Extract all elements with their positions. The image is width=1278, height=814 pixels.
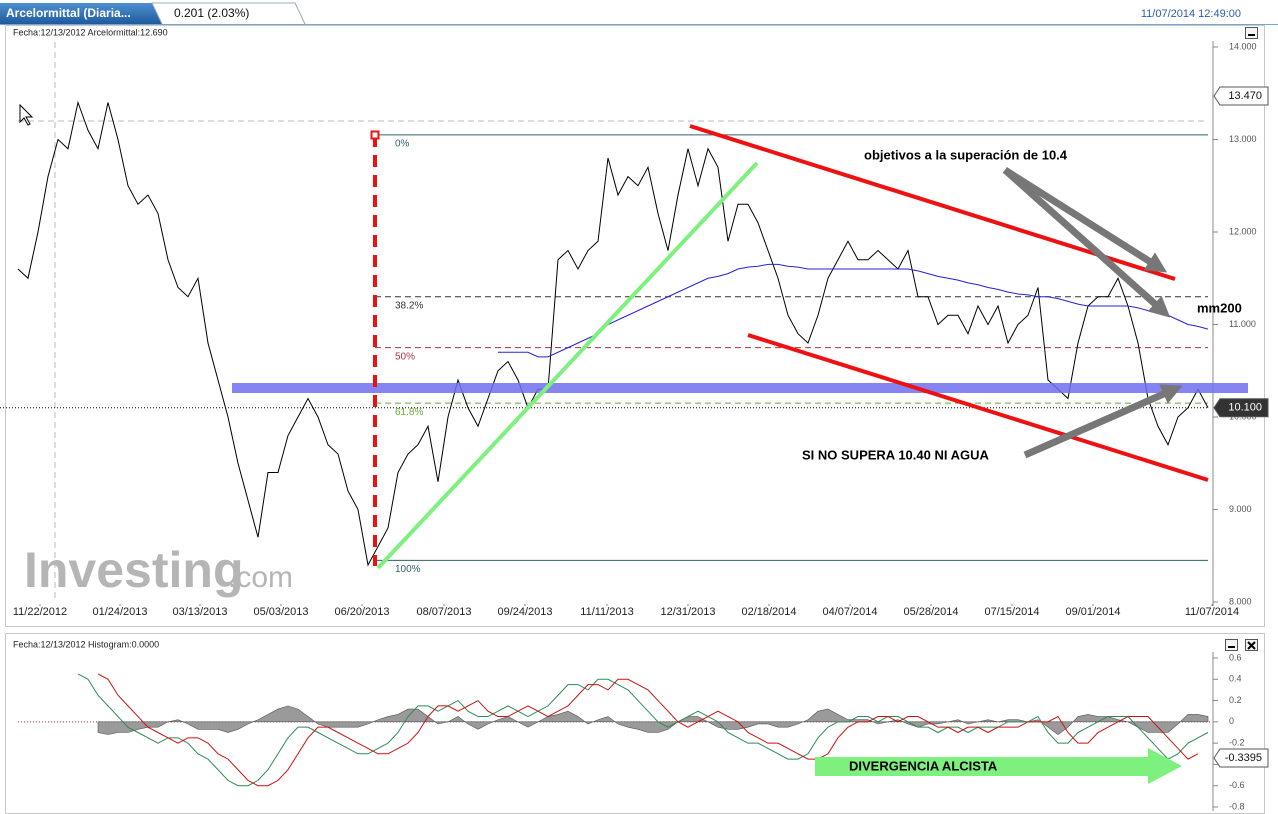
price-tag (1213, 748, 1269, 768)
price-tag (1213, 398, 1269, 418)
series-line (498, 263, 1209, 358)
x-tick-label: 01/24/2013 (92, 606, 147, 618)
price-tag-label: -0.3395 (1225, 752, 1262, 764)
annotation: objetivos a la superación de 10.4 (864, 147, 1068, 162)
x-tick-label: 05/03/2013 (253, 606, 308, 618)
price-tag (1213, 86, 1269, 106)
retracement-label: 50% (395, 351, 415, 362)
y-tick-label: 14.000 (1229, 41, 1257, 51)
timestamp: 11/07/2014 12:49:00 (1141, 8, 1241, 20)
retracement-label: 61.8% (395, 407, 423, 418)
trend-line (376, 161, 759, 570)
annotation: SI NO SUPERA 10.40 NI AGUA (802, 447, 989, 462)
x-tick-label: 03/13/2013 (172, 606, 227, 618)
retracement-label: 0% (395, 139, 410, 150)
x-tick-label: 08/07/2013 (416, 606, 471, 618)
chart-tab[interactable] (0, 3, 162, 24)
x-tick-label: 07/15/2014 (984, 606, 1039, 618)
y-tick-label: 0.4 (1229, 674, 1242, 684)
x-tick-label: 11/07/2014 (1185, 606, 1239, 618)
y-tick-label: 0 (1229, 716, 1234, 726)
y-tick-label: 9.000 (1229, 504, 1252, 514)
y-tick-label: -0.6 (1229, 780, 1245, 790)
divergence-arrow (815, 748, 1182, 784)
x-tick-label: 06/20/2013 (334, 606, 389, 618)
cursor (19, 103, 34, 126)
y-tick-label: 0.2 (1229, 695, 1242, 705)
arrow (1002, 167, 1171, 318)
y-tick-label: 11.000 (1229, 319, 1256, 329)
x-tick-label: 09/24/2013 (497, 606, 552, 618)
y-tick-label: 12.000 (1229, 226, 1257, 236)
watermark: .com (228, 561, 293, 594)
price-panel (5, 25, 1265, 627)
price-tag-label: 10.100 (1228, 402, 1262, 414)
arrow (1003, 167, 1168, 273)
close-icon (1247, 641, 1256, 650)
handle (370, 130, 380, 140)
minimize-button[interactable] (1225, 639, 1238, 651)
minimize-button[interactable] (1245, 27, 1258, 39)
x-tick-label: 04/07/2014 (822, 606, 877, 618)
y-tick-label: 0.6 (1229, 652, 1242, 662)
y-tick-label: 8.000 (1229, 596, 1252, 606)
retracement-label: 100% (395, 564, 421, 575)
x-tick-label: 05/28/2014 (903, 606, 958, 618)
y-tick-label: -0.8 (1229, 801, 1245, 811)
x-tick-label: 12/31/2013 (660, 606, 715, 618)
macd-chart: 0.60.40.20-0.2-0.4-0.6-0.8-0.3395 (18, 652, 1269, 811)
series-line (77, 673, 1209, 787)
x-tick-label: 09/01/2014 (1065, 606, 1120, 618)
arrow (1023, 384, 1183, 459)
info-line: Fecha:12/13/2012 Histogram:0.0000 (13, 639, 159, 649)
x-tick-label: 02/18/2014 (741, 606, 796, 618)
channel-line (747, 333, 1209, 482)
x-tick-label: 11/11/2013 (580, 606, 633, 618)
y-tick-label: 13.000 (1229, 134, 1257, 144)
change-text: 0.201 (2.03%) (174, 6, 249, 20)
change-tab (151, 2, 306, 25)
drawings (232, 124, 1248, 784)
price-tag-label: 13.470 (1228, 90, 1262, 102)
series-line (17, 100, 1209, 567)
x-tick-label: 11/22/2012 (13, 606, 67, 618)
tab-title: Arcelormittal (Diaria... (6, 6, 131, 20)
retracement-label: 38.2% (395, 300, 423, 311)
info-line: Fecha:12/13/2012 Arcelormittal:12.690 (13, 27, 168, 37)
y-tick-label: -0.2 (1229, 738, 1245, 748)
annotation: DIVERGENCIA ALCISTA (849, 758, 998, 773)
annotation: mm200 (1197, 300, 1242, 315)
watermark: Investing (24, 542, 243, 598)
price-chart: 14.00013.00012.00011.00010.0009.0008.000… (0, 41, 1269, 618)
histogram-area (97, 705, 1209, 736)
series-line (97, 673, 1199, 787)
